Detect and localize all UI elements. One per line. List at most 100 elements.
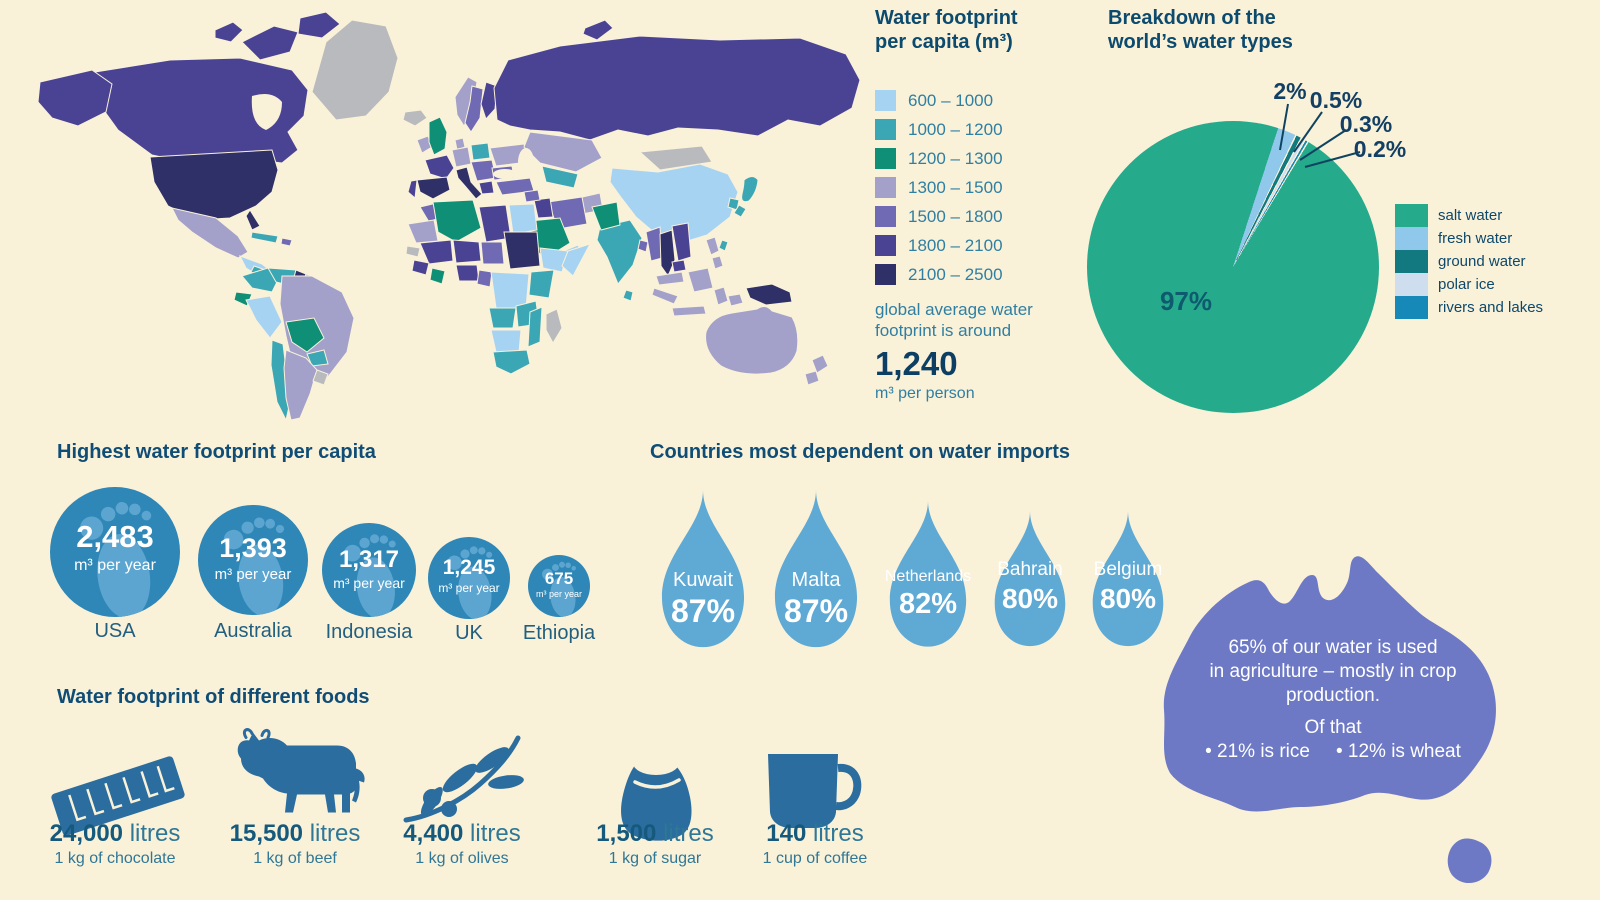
footprint-value: 675: [544, 569, 574, 588]
australia-fact-line4: Of that: [1304, 717, 1362, 738]
import-drop-bahrain: Bahrain 80%: [981, 505, 1079, 652]
black-sea: [493, 169, 517, 179]
country-bangladesh: [637, 239, 649, 253]
pie-callout-fresh: 2%: [1273, 78, 1307, 104]
australia-fact: 65% of our water is used in agriculture …: [1140, 545, 1600, 900]
footprint-country-label: Australia: [214, 620, 292, 642]
foods-heading: Water footprint of different foods: [57, 686, 370, 708]
australia-wheat-bullet: • 12% is wheat: [1335, 741, 1461, 762]
country-hispaniola: [280, 237, 293, 247]
country-ghana: [429, 267, 446, 285]
pie-legend-item: salt water: [1395, 204, 1543, 227]
legend-label: 1000 – 1200: [908, 119, 1003, 139]
food-caption: 1 kg of chocolate: [54, 850, 176, 867]
country-egypt: [508, 203, 538, 235]
legend-label: polar ice: [1438, 276, 1495, 293]
country-new-zealand: [804, 354, 829, 386]
import-pct: 80%: [1001, 583, 1059, 614]
country-madagascar: [545, 308, 563, 345]
legend-label: 1300 – 1500: [908, 177, 1003, 197]
legend-label: 1200 – 1300: [908, 148, 1003, 168]
country-mexico: [171, 207, 249, 259]
region-kenya-tanzania: [528, 269, 555, 299]
country-kazakhstan: [523, 131, 603, 173]
country-cuba: [250, 231, 279, 244]
country-thailand: [659, 229, 676, 278]
country-pakistan: [591, 201, 621, 231]
pie-callout-ground: 0.5%: [1309, 87, 1363, 113]
food-value: 4,400 litres: [382, 820, 542, 848]
legend-label: 2100 – 2500: [908, 264, 1003, 284]
legend-swatch: [875, 177, 896, 198]
region-central-asia: [541, 165, 579, 189]
australia-fact-line1: 65% of our water is used: [1228, 637, 1438, 658]
food-unit: litres: [663, 820, 714, 847]
food-amount: 4,400: [403, 820, 464, 847]
chocolate-bar-icon: [51, 756, 185, 836]
hudson-bay: [251, 94, 282, 130]
country-somalia: [561, 243, 592, 277]
coffee-mug-icon: [768, 754, 862, 828]
pie-title-line2: world’s water types: [1108, 31, 1293, 53]
country-argentina: [283, 349, 318, 421]
import-country: Netherlands: [884, 568, 972, 585]
country-papua-new-guinea: [745, 283, 793, 306]
country-chile: [270, 339, 291, 422]
map-legend-item: 1300 – 1500: [875, 177, 1095, 198]
country-indonesia: [651, 267, 744, 317]
food-value: 140 litres: [735, 820, 895, 848]
country-sri-lanka: [622, 289, 634, 302]
country-denmark: [454, 137, 466, 151]
footprints-heading: Highest water footprint per capita: [57, 441, 376, 463]
water-types-pie: [1087, 121, 1379, 413]
map-legend-item: 600 – 1000: [875, 90, 1095, 111]
legend-swatch: [875, 235, 896, 256]
water-drop-icon: [774, 489, 858, 648]
import-drop-belgium: Belgium 80%: [1079, 505, 1177, 652]
country-nigeria: [455, 264, 480, 282]
world-map: [37, 11, 861, 422]
map-legend-item: 1200 – 1300: [875, 148, 1095, 169]
food-amount: 24,000: [49, 820, 124, 847]
legend-swatch: [875, 264, 896, 285]
australia-shape-icon: [1163, 556, 1496, 884]
country-angola: [488, 307, 517, 329]
footprint-icon: [542, 562, 577, 617]
country-uk: [428, 116, 448, 156]
country-usa: [149, 149, 279, 221]
food-value: 24,000 litres: [35, 820, 195, 848]
australia-rice-bullet: • 21% is rice: [1205, 741, 1310, 762]
water-drop-icon: [1092, 510, 1164, 647]
food-unit: litres: [129, 820, 181, 847]
australia-fact-bullets: • 21% is rice • 12% is wheat: [1163, 741, 1503, 763]
country-colombia: [241, 267, 281, 293]
country-japan: [741, 176, 759, 203]
food-caption: 1 kg of beef: [253, 850, 337, 867]
legend-swatch: [875, 90, 896, 111]
average-note-line1: global average water: [875, 300, 1033, 319]
legend-swatch: [1395, 250, 1428, 273]
country-mongolia: [638, 145, 713, 171]
country-germany: [451, 146, 472, 168]
country-cameroon: [476, 269, 493, 288]
country-spain: [416, 176, 451, 200]
country-mozambique: [527, 306, 543, 348]
footprint-country-label: USA: [94, 620, 136, 642]
import-country: Bahrain: [997, 559, 1063, 580]
country-drc: [490, 271, 530, 309]
imports-heading: Countries most dependent on water import…: [650, 441, 1071, 463]
footprint-unit: m³ per year: [74, 557, 156, 574]
food-unit: litres: [470, 820, 521, 847]
country-sudan: [503, 231, 541, 270]
country-malaysia: [655, 271, 685, 286]
average-note-line2: footprint is around: [875, 321, 1012, 340]
footprint-unit: m³ per year: [438, 581, 500, 595]
country-senegal: [405, 245, 421, 258]
map-legend-item: 1000 – 1200: [875, 119, 1095, 140]
pie-callout-rivers: 0.2%: [1353, 136, 1407, 162]
pie-callout-polar: 0.3%: [1339, 111, 1393, 137]
pie-legend-item: polar ice: [1395, 273, 1543, 296]
food-unit: litres: [309, 820, 361, 847]
country-portugal: [407, 179, 418, 199]
footprint-unit: m³ per year: [214, 566, 292, 583]
